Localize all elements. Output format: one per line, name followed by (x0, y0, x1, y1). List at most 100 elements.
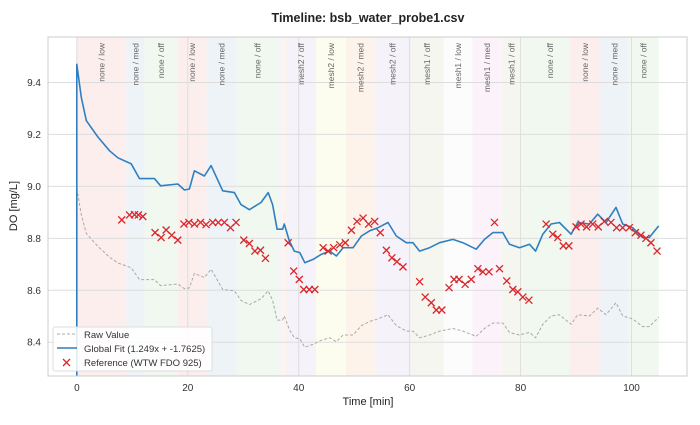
reference-point (179, 220, 188, 228)
band-8 (286, 37, 316, 376)
band-label: mesh2 / off (388, 42, 398, 85)
band-label: none / off (545, 42, 555, 78)
reference-point (202, 220, 211, 229)
reference-point (138, 212, 147, 221)
legend-raw-label: Raw Value (84, 330, 129, 341)
y-tick-label: 8.6 (27, 286, 41, 297)
y-axis-label: DO [mg/L] (8, 181, 20, 231)
reference-point (232, 218, 240, 227)
band-label: none / med (217, 43, 227, 86)
reference-point (335, 240, 344, 249)
reference-point (347, 226, 356, 235)
band-0 (76, 37, 127, 376)
reference-point (473, 264, 482, 273)
band-13 (443, 37, 473, 376)
legend-reference-label: Reference (WTW FDO 925) (84, 358, 202, 369)
legend: Raw Value Global Fit (1.249x + -1.7625) … (52, 326, 213, 372)
grid-lines (48, 37, 687, 376)
band-label: mesh2 / low (326, 42, 336, 88)
reference-point (502, 276, 511, 285)
band-11 (374, 37, 411, 376)
band-10 (345, 37, 375, 376)
band-7 (282, 37, 287, 376)
reference-point (284, 238, 293, 247)
y-tick-labels: 8.4 8.6 8.8 9.0 9.2 9.4 (27, 78, 41, 349)
reference-point (508, 285, 517, 294)
reference-point (245, 239, 254, 248)
band-label: mesh1 / off (507, 42, 517, 85)
reference-point (157, 233, 166, 242)
reference-point (399, 262, 407, 271)
reference-point (625, 223, 634, 232)
reference-point (588, 220, 597, 228)
band-label: none / low (580, 42, 590, 82)
reference-point (295, 275, 304, 284)
band-label: mesh2 / med (355, 43, 365, 92)
reference-point (364, 220, 373, 228)
x-tick-label: 100 (623, 383, 640, 394)
band-20 (628, 37, 659, 376)
reference-point (427, 298, 436, 307)
reference-point (631, 228, 640, 237)
reference-point (461, 280, 470, 289)
band-label: none / med (130, 43, 140, 86)
reference-point (490, 218, 499, 227)
reference-point (553, 233, 562, 242)
reference-point (184, 218, 193, 227)
x-tick-label: 20 (182, 383, 194, 394)
band-2 (144, 37, 178, 376)
band-label: none / low (187, 42, 197, 82)
reference-point (214, 218, 223, 227)
band-label: none / low (97, 42, 107, 82)
reference-point (289, 267, 298, 276)
legend-box (52, 326, 213, 372)
reference-point (618, 223, 627, 232)
band-label: mesh1 / off (422, 42, 432, 85)
reference-point (382, 246, 391, 255)
reference-point (376, 228, 385, 237)
reference-point (485, 267, 493, 276)
x-tick-label: 80 (515, 383, 527, 394)
reference-point (524, 296, 533, 305)
band-17 (530, 37, 570, 376)
band-label: none / med (610, 43, 620, 86)
reference-point (445, 283, 453, 292)
reference-point (646, 238, 655, 247)
reference-point (353, 217, 361, 226)
reference-point (564, 241, 573, 250)
reference-point (167, 231, 176, 240)
reference-point (190, 220, 199, 228)
legend-fit-label: Global Fit (1.249x + -1.7625) (84, 344, 205, 355)
condition-bands (76, 37, 659, 376)
reference-point (455, 275, 463, 284)
reference-point (582, 222, 591, 231)
reference-point (478, 267, 487, 276)
reference-point (577, 220, 586, 228)
reference-point (467, 275, 476, 284)
band-6 (278, 37, 283, 376)
reference-point (542, 220, 551, 228)
y-tick-label: 9.4 (27, 78, 41, 89)
band-15 (501, 37, 523, 376)
y-tick-label: 9.0 (27, 182, 41, 193)
y-tick-label: 8.4 (27, 338, 41, 349)
legend-reference-x-icon (62, 358, 71, 367)
reference-point (495, 264, 504, 273)
band-label: mesh2 / off (296, 42, 306, 85)
band-16 (522, 37, 531, 376)
reference-point (310, 285, 319, 294)
raw-value-line (76, 188, 660, 348)
band-label: none / off (253, 42, 263, 78)
plot-frame (47, 36, 688, 377)
band-label: mesh1 / low (453, 42, 463, 88)
reference-point (572, 222, 581, 231)
band-label: mesh1 / med (482, 43, 492, 92)
band-9 (315, 37, 346, 376)
band-12 (410, 37, 444, 376)
reference-point (437, 306, 446, 314)
band-14 (472, 37, 502, 376)
band-label: none / off (639, 42, 649, 78)
y-tick-label: 9.2 (27, 130, 41, 141)
reference-point (600, 217, 609, 226)
reference-point (387, 253, 396, 262)
